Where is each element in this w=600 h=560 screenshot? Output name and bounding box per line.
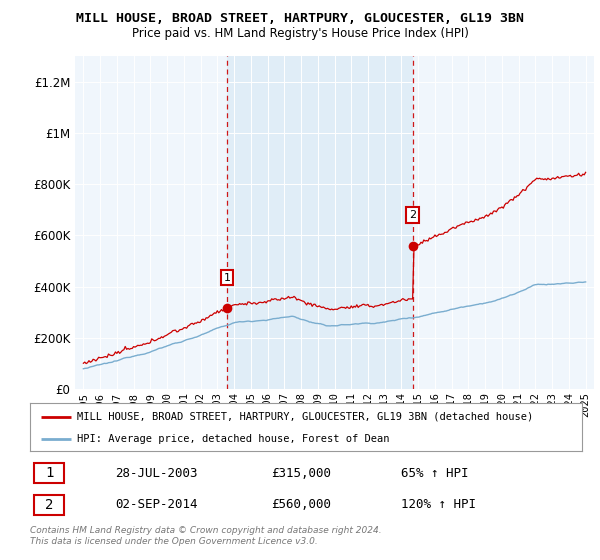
Text: Price paid vs. HM Land Registry's House Price Index (HPI): Price paid vs. HM Land Registry's House … (131, 27, 469, 40)
Text: MILL HOUSE, BROAD STREET, HARTPURY, GLOUCESTER, GL19 3BN: MILL HOUSE, BROAD STREET, HARTPURY, GLOU… (76, 12, 524, 25)
Bar (227, 56, 413, 389)
Text: 1: 1 (45, 466, 53, 480)
Text: 28-JUL-2003: 28-JUL-2003 (115, 466, 198, 480)
Text: 1: 1 (224, 273, 230, 283)
Text: £315,000: £315,000 (271, 466, 331, 480)
Text: Contains HM Land Registry data © Crown copyright and database right 2024.
This d: Contains HM Land Registry data © Crown c… (30, 526, 382, 546)
Text: 65% ↑ HPI: 65% ↑ HPI (401, 466, 469, 480)
Text: HPI: Average price, detached house, Forest of Dean: HPI: Average price, detached house, Fore… (77, 434, 389, 444)
FancyBboxPatch shape (34, 463, 64, 483)
Text: 2: 2 (409, 210, 416, 220)
Text: 120% ↑ HPI: 120% ↑ HPI (401, 498, 476, 511)
Text: MILL HOUSE, BROAD STREET, HARTPURY, GLOUCESTER, GL19 3BN (detached house): MILL HOUSE, BROAD STREET, HARTPURY, GLOU… (77, 412, 533, 422)
Text: 02-SEP-2014: 02-SEP-2014 (115, 498, 198, 511)
Text: £560,000: £560,000 (271, 498, 331, 511)
Text: 2: 2 (45, 498, 53, 512)
FancyBboxPatch shape (34, 494, 64, 515)
